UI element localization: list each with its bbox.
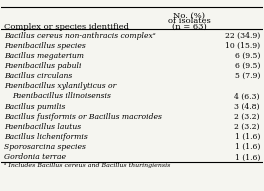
Text: Paenibacillus xylanilyticus or: Paenibacillus xylanilyticus or bbox=[4, 82, 116, 90]
Text: 22 (34.9): 22 (34.9) bbox=[225, 32, 260, 40]
Text: 1 (1.6): 1 (1.6) bbox=[235, 143, 260, 151]
Text: ᵃ Includes Bacillus cereus and Bacillus thuringiensis: ᵃ Includes Bacillus cereus and Bacillus … bbox=[4, 163, 170, 168]
Text: No. (%): No. (%) bbox=[173, 12, 205, 20]
Text: Bacillus pumilis: Bacillus pumilis bbox=[4, 103, 65, 111]
Text: (n = 63): (n = 63) bbox=[172, 23, 207, 31]
Text: Bacillus circulans: Bacillus circulans bbox=[4, 72, 72, 80]
Text: 10 (15.9): 10 (15.9) bbox=[225, 42, 260, 50]
Text: Paenibacillus lautus: Paenibacillus lautus bbox=[4, 123, 81, 131]
Text: 1 (1.6): 1 (1.6) bbox=[235, 133, 260, 141]
Text: 2 (3.2): 2 (3.2) bbox=[234, 123, 260, 131]
Text: Bacillus cereus non-anthracis complexᵃ: Bacillus cereus non-anthracis complexᵃ bbox=[4, 32, 155, 40]
Text: 2 (3.2): 2 (3.2) bbox=[234, 113, 260, 121]
Text: Bacillus fusiformis or Bacillus macroides: Bacillus fusiformis or Bacillus macroide… bbox=[4, 113, 162, 121]
Text: Sporosarcina species: Sporosarcina species bbox=[4, 143, 86, 151]
Text: Paenibacillus species: Paenibacillus species bbox=[4, 42, 86, 50]
Text: 1 (1.6): 1 (1.6) bbox=[235, 154, 260, 161]
Text: 3 (4.8): 3 (4.8) bbox=[234, 103, 260, 111]
Text: Bacillus megaterium: Bacillus megaterium bbox=[4, 52, 84, 60]
Text: of isolates: of isolates bbox=[168, 17, 211, 25]
Text: Bacillus licheniformis: Bacillus licheniformis bbox=[4, 133, 88, 141]
Text: 6 (9.5): 6 (9.5) bbox=[235, 62, 260, 70]
Text: 4 (6.3): 4 (6.3) bbox=[234, 92, 260, 100]
Text: Paenibacillus illinoisensis: Paenibacillus illinoisensis bbox=[12, 92, 111, 100]
Text: 6 (9.5): 6 (9.5) bbox=[235, 52, 260, 60]
Text: Complex or species identified: Complex or species identified bbox=[4, 23, 129, 31]
Text: 5 (7.9): 5 (7.9) bbox=[235, 72, 260, 80]
Text: Gordonia terrae: Gordonia terrae bbox=[4, 154, 66, 161]
Text: Paenibacillus pabuli: Paenibacillus pabuli bbox=[4, 62, 82, 70]
